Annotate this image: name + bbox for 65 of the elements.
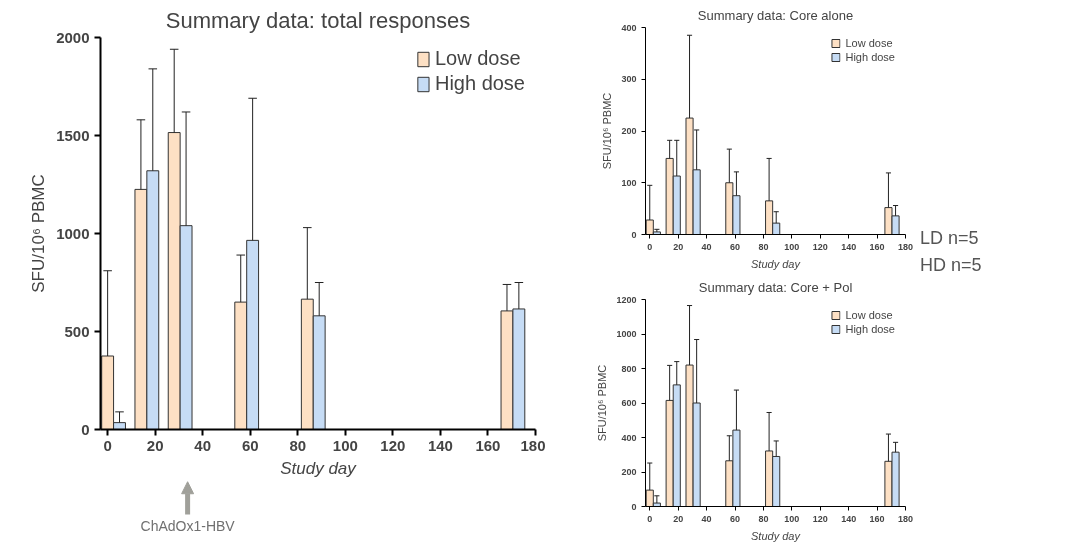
x-axis-title: Study day (280, 458, 358, 478)
x-tick-label: 60 (730, 513, 741, 524)
x-tick-label: 40 (701, 513, 712, 524)
x-tick-label: 0 (103, 436, 112, 454)
x-tick-label: 120 (380, 436, 406, 454)
x-tick-label: 140 (427, 436, 453, 454)
x-tick-label: 140 (841, 241, 857, 252)
x-tick-label: 100 (784, 513, 800, 524)
x-tick-label: 180 (897, 513, 914, 524)
x-tick-label: 80 (758, 513, 769, 524)
y-tick-label: 600 (621, 398, 637, 408)
x-tick-label: 120 (812, 513, 828, 524)
chart-title: Summary data: total responses (165, 7, 471, 33)
y-tick-label: 0 (631, 501, 637, 512)
x-tick-label: 60 (730, 241, 741, 252)
x-tick-label: 160 (869, 241, 885, 252)
text: LD n=5 (920, 228, 979, 248)
y-axis-title: SFU/10⁶ PBMC (596, 364, 609, 442)
legend-label: High dose (845, 51, 895, 63)
x-tick-label: 80 (758, 241, 769, 252)
legend-label: Low dose (434, 47, 521, 70)
y-tick-label: 1000 (616, 329, 637, 339)
chart-title: Summary data: Core alone (697, 7, 854, 23)
y-tick-label: 200 (621, 126, 637, 136)
x-tick-label: 0 (647, 513, 653, 524)
y-tick-label: 800 (621, 363, 637, 374)
y-tick-label: 300 (621, 74, 637, 85)
y-axis-title: SFU/10⁶ PBMC (29, 174, 49, 293)
y-tick-label: 100 (621, 177, 637, 188)
x-tick-label: 160 (869, 513, 885, 524)
x-axis-title: Study day (751, 529, 802, 542)
x-tick-label: 20 (673, 513, 684, 524)
y-tick-label: 0 (81, 420, 90, 438)
y-tick-label: 400 (621, 432, 637, 443)
x-tick-label: 80 (289, 436, 307, 454)
x-tick-label: 40 (701, 241, 712, 252)
x-tick-label: 180 (520, 436, 546, 454)
y-tick-label: 0 (631, 229, 637, 240)
x-axis-title: Study day (751, 257, 802, 270)
legend-label: Low dose (845, 309, 893, 321)
y-tick-label: 1200 (616, 294, 637, 305)
text: ChAdOx1-HBV (140, 517, 236, 534)
x-tick-label: 60 (241, 436, 259, 454)
y-axis-title: SFU/10⁶ PBMC (601, 92, 614, 170)
y-tick-label: 500 (64, 322, 90, 340)
text: HD n=5 (920, 255, 982, 275)
x-tick-label: 40 (194, 436, 212, 454)
x-tick-label: 20 (673, 241, 684, 252)
legend-label: Low dose (845, 37, 893, 49)
y-tick-label: 1000 (56, 224, 90, 242)
legend-label: High dose (434, 72, 525, 95)
y-tick-label: 200 (621, 467, 637, 477)
x-tick-label: 0 (647, 241, 653, 252)
y-tick-label: 400 (621, 22, 637, 33)
x-tick-label: 140 (841, 513, 857, 524)
y-tick-label: 2000 (56, 28, 90, 46)
x-tick-label: 100 (332, 436, 358, 454)
x-tick-label: 160 (475, 436, 501, 454)
chart-title: Summary data: Core + Pol (698, 279, 853, 295)
x-tick-label: 180 (897, 241, 914, 252)
legend-label: High dose (845, 323, 895, 335)
x-tick-label: 100 (784, 241, 800, 252)
x-tick-label: 120 (812, 241, 828, 252)
y-tick-label: 1500 (56, 126, 90, 144)
x-tick-label: 20 (146, 436, 164, 454)
